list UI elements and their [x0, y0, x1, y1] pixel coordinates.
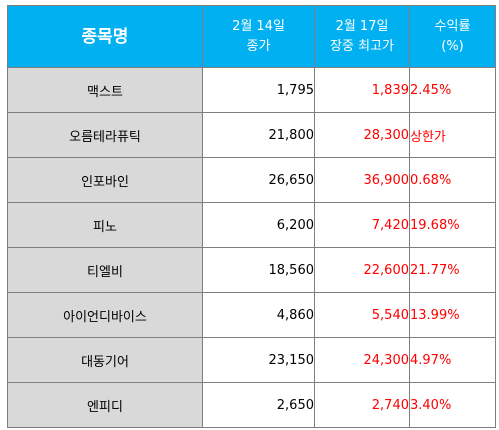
table-row: 인포바인 26,650 36,900 0.68%: [7, 157, 496, 203]
stock-name-cell: 아이언디바이스: [7, 292, 203, 338]
high-price-cell: 7,420: [314, 202, 410, 248]
table-row: 맥스트 1,795 1,839 2.45%: [7, 67, 496, 113]
close-price-cell: 2,650: [202, 382, 315, 428]
stock-name-cell: 오름테라퓨틱: [7, 112, 203, 158]
table-row: 아이언디바이스 4,860 5,540 13.99%: [7, 292, 496, 338]
return-cell: 0.68%: [409, 157, 496, 203]
header-intraday-high: 2월 17일 장중 최고가: [314, 5, 410, 68]
table-row: 피노 6,200 7,420 19.68%: [7, 202, 496, 248]
header-return-unit: (%): [441, 38, 464, 54]
return-cell: 19.68%: [409, 202, 496, 248]
high-price-cell: 1,839: [314, 67, 410, 113]
high-price-cell: 5,540: [314, 292, 410, 338]
stock-table: 종목명 2월 14일 종가 2월 17일 장중 최고가 수익률 (%) 맥스트 …: [7, 5, 496, 428]
stock-name-cell: 티엘비: [7, 247, 203, 293]
return-cell: 2.45%: [409, 67, 496, 113]
header-return-label: 수익률: [434, 18, 471, 34]
table-row: 엔피디 2,650 2,740 3.40%: [7, 382, 496, 428]
header-high-label: 장중 최고가: [330, 38, 394, 54]
return-cell: 상한가: [409, 112, 496, 158]
return-cell: 3.40%: [409, 382, 496, 428]
table-row: 대동기어 23,150 24,300 4.97%: [7, 337, 496, 383]
high-price-cell: 36,900: [314, 157, 410, 203]
return-cell: 13.99%: [409, 292, 496, 338]
close-price-cell: 26,650: [202, 157, 315, 203]
high-price-cell: 2,740: [314, 382, 410, 428]
header-close-date: 2월 14일: [232, 18, 285, 34]
close-price-cell: 18,560: [202, 247, 315, 293]
table-row: 티엘비 18,560 22,600 21.77%: [7, 247, 496, 293]
close-price-cell: 21,800: [202, 112, 315, 158]
high-price-cell: 22,600: [314, 247, 410, 293]
table-row: 오름테라퓨틱 21,800 28,300 상한가: [7, 112, 496, 158]
close-price-cell: 23,150: [202, 337, 315, 383]
header-close-label: 종가: [246, 38, 271, 54]
stock-name-cell: 엔피디: [7, 382, 203, 428]
header-return: 수익률 (%): [409, 5, 496, 68]
high-price-cell: 28,300: [314, 112, 410, 158]
close-price-cell: 6,200: [202, 202, 315, 248]
header-stock-name: 종목명: [7, 5, 203, 68]
return-cell: 21.77%: [409, 247, 496, 293]
stock-name-cell: 인포바인: [7, 157, 203, 203]
high-price-cell: 24,300: [314, 337, 410, 383]
stock-name-cell: 맥스트: [7, 67, 203, 113]
close-price-cell: 1,795: [202, 67, 315, 113]
close-price-cell: 4,860: [202, 292, 315, 338]
header-close-price: 2월 14일 종가: [202, 5, 315, 68]
stock-name-cell: 대동기어: [7, 337, 203, 383]
stock-name-cell: 피노: [7, 202, 203, 248]
header-high-date: 2월 17일: [335, 18, 389, 34]
header-row: 종목명 2월 14일 종가 2월 17일 장중 최고가 수익률 (%): [7, 5, 496, 68]
return-cell: 4.97%: [409, 337, 496, 383]
